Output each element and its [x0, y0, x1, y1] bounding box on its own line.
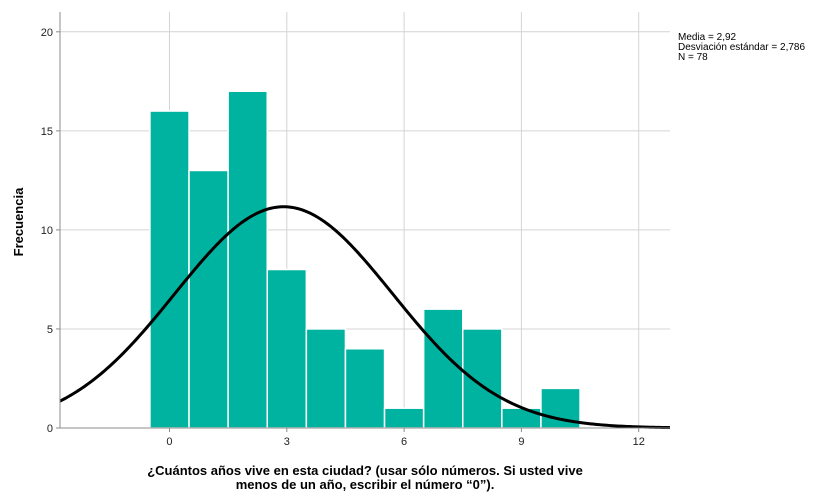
y-tick-label: 15: [41, 126, 53, 138]
x-tick-label: 3: [284, 436, 290, 448]
y-tick-label: 10: [41, 225, 53, 237]
x-tick-label: 12: [633, 436, 645, 448]
histogram-bar: [422, 308, 464, 429]
y-tick-label: 0: [47, 423, 53, 435]
axes: [56, 12, 670, 432]
histogram-bars: [149, 90, 581, 429]
y-axis-title: Frecuencia: [11, 187, 26, 256]
histogram-bar: [462, 328, 503, 429]
histogram-bar: [305, 328, 347, 429]
histogram-bar: [266, 268, 308, 429]
x-axis-title-line2: menos de un año, escribir el número “0”)…: [236, 477, 495, 492]
stats-sd: Desviación estándar = 2,786: [678, 42, 805, 53]
normal-curve: [59, 205, 671, 430]
histogram-bar: [188, 169, 229, 429]
stats-mean: Media = 2,92: [678, 32, 737, 43]
histogram-bar: [344, 348, 386, 429]
normal-curve-layer: [59, 205, 671, 430]
histogram-bar: [149, 110, 190, 429]
stats-n: N = 78: [678, 52, 708, 63]
y-tick-label: 5: [47, 324, 53, 336]
tick-labels: 0 5 10 15 20 0 3 6 9 12: [41, 27, 645, 448]
x-tick-label: 9: [518, 436, 524, 448]
x-tick-label: 0: [166, 436, 172, 448]
x-tick-label: 6: [401, 436, 407, 448]
histogram-bar: [227, 90, 268, 429]
x-axis-title-line1: ¿Cuántos años vive en esta ciudad? (usar…: [147, 463, 583, 478]
y-tick-label: 20: [41, 27, 53, 39]
histogram-bar: [383, 407, 425, 429]
